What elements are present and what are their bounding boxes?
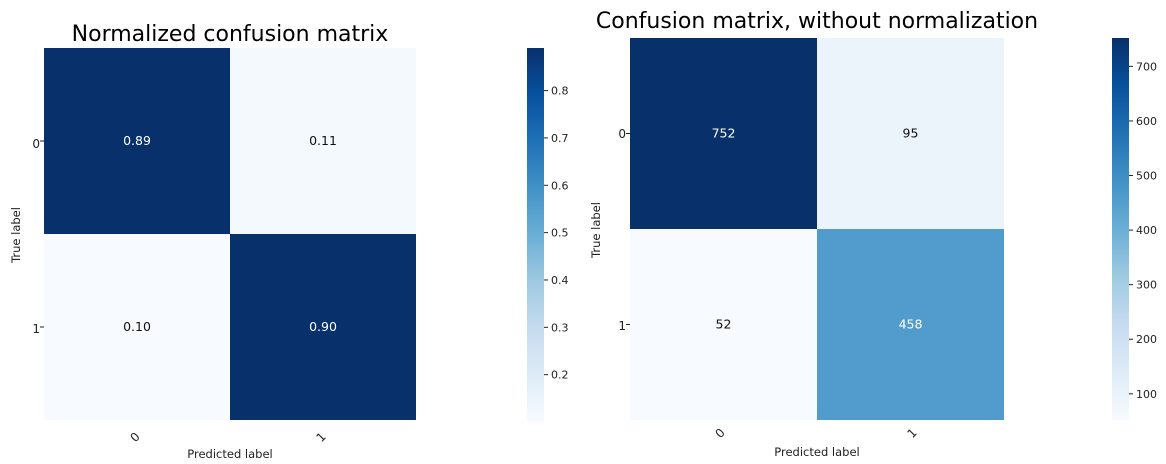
colorbar-tick-label: 0.7 (551, 132, 569, 145)
heatmap-cells: 0.89 0.11 0.10 0.90 (40, 48, 416, 420)
y-tick-label-1: 1 (32, 322, 40, 336)
y-axis-label: True label (9, 207, 23, 264)
x-tick-label-1: 1 (905, 426, 920, 441)
colorbar-gradient (527, 48, 544, 422)
cell-value-label: 0.10 (123, 319, 151, 334)
y-tick-label-0: 0 (32, 137, 40, 151)
colorbar-tick-label: 0.8 (551, 85, 569, 98)
heatmap-cell (230, 48, 416, 234)
colorbar-tick-label: 0.6 (551, 179, 569, 192)
colorbar-tick-label: 100 (1136, 388, 1157, 401)
cell-value-label: 458 (899, 317, 923, 332)
colorbar-tick-label: 0.3 (551, 321, 569, 334)
colorbar-tick-label: 300 (1136, 279, 1157, 292)
cell-value-label: 52 (716, 317, 732, 332)
cell-value-label: 0.90 (309, 319, 337, 334)
heatmap-cells: 752 95 52 458 (626, 38, 1004, 420)
normalized-matrix-chart: Normalized confusion matrix 0.89 0.11 0.10… (9, 22, 569, 461)
y-tick-label-1: 1 (618, 319, 626, 333)
x-tick-label-1: 1 (314, 430, 329, 445)
colorbar: 0.2 0.3 0.4 0.5 0.6 0.7 0.8 (527, 48, 569, 422)
colorbar-tick-label: 500 (1136, 170, 1157, 183)
raw-matrix-chart: Confusion matrix, without normalization … (589, 9, 1157, 459)
colorbar-tick-label: 600 (1136, 115, 1157, 128)
cell-value-label: 95 (903, 126, 919, 141)
y-tick-label-0: 0 (618, 127, 626, 141)
colorbar-tick-label: 0.2 (551, 369, 569, 382)
cell-value-label: 0.89 (123, 133, 151, 148)
chart-title: Normalized confusion matrix (72, 22, 389, 47)
x-tick-label-0: 0 (128, 430, 143, 445)
x-axis-label: Predicted label (187, 447, 272, 461)
cell-value-label: 752 (712, 126, 736, 141)
colorbar-gradient (1112, 38, 1129, 420)
x-axis-label: Predicted label (774, 445, 859, 459)
colorbar-tick-label: 700 (1136, 60, 1157, 73)
heatmap-cell (630, 38, 817, 229)
heatmap-cell (630, 229, 817, 420)
heatmap-cell (44, 48, 230, 234)
colorbar: 100 200 300 400 500 600 700 (1112, 38, 1157, 420)
colorbar-tick-label: 200 (1136, 333, 1157, 346)
heatmap-cell (817, 229, 1004, 420)
colorbar-tick-label: 0.4 (551, 274, 569, 287)
cell-value-label: 0.11 (309, 133, 337, 148)
heatmap-cell (817, 38, 1004, 229)
y-axis-label: True label (589, 202, 603, 259)
chart-title: Confusion matrix, without normalization (596, 9, 1038, 34)
heatmap-cell (44, 234, 230, 420)
heatmap-cell (230, 234, 416, 420)
colorbar-tick-label: 0.5 (551, 227, 569, 240)
x-tick-label-0: 0 (713, 426, 728, 441)
colorbar-tick-label: 400 (1136, 224, 1157, 237)
